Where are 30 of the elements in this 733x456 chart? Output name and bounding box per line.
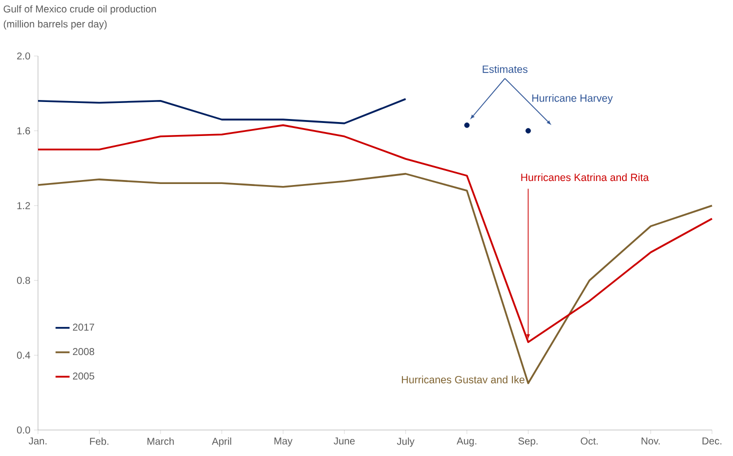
x-tick-label: April bbox=[212, 438, 232, 447]
annotation: Hurricanes Gustav and Ike bbox=[402, 376, 524, 384]
annotation: Hurricane Harvey bbox=[532, 94, 613, 104]
x-tick-label: Dec. bbox=[702, 438, 722, 444]
x-tick-label: Oct. bbox=[580, 438, 598, 445]
x-tick-label: July bbox=[396, 438, 414, 447]
legend-label: 2005 bbox=[72, 372, 94, 380]
x-tick-label: Sep. bbox=[518, 438, 538, 447]
y-tick-label: 0.8 bbox=[17, 276, 30, 284]
x-tick-label: May bbox=[274, 438, 292, 446]
y-tick-label: 0.4 bbox=[17, 352, 30, 359]
y-tick-label: 1.6 bbox=[17, 127, 30, 134]
y-tick-label: 2.0 bbox=[17, 52, 30, 60]
y-tick-label: 1.2 bbox=[17, 202, 30, 210]
y-tick-label: 0.0 bbox=[17, 426, 30, 434]
x-tick-label: Feb. bbox=[90, 438, 108, 445]
x-tick-label: Aug. bbox=[456, 438, 476, 446]
line-series bbox=[37, 172, 713, 384]
x-tick-label: Nov. bbox=[642, 438, 660, 444]
chart-subtitle: (million barrels per day) bbox=[4, 20, 107, 30]
line-series bbox=[37, 124, 713, 344]
annotation: Hurricanes Katrina and Rita bbox=[521, 173, 649, 182]
annotation: Estimates bbox=[482, 65, 528, 73]
x-tick-label: March bbox=[148, 438, 174, 445]
x-tick-label: Jan. bbox=[28, 438, 47, 444]
legend-label: 2017 bbox=[72, 324, 94, 331]
legend-label: 2008 bbox=[72, 348, 94, 356]
line-series bbox=[37, 98, 407, 124]
x-tick-label: June bbox=[334, 438, 355, 444]
chart-title: Gulf of Mexico crude oil production bbox=[4, 5, 156, 14]
